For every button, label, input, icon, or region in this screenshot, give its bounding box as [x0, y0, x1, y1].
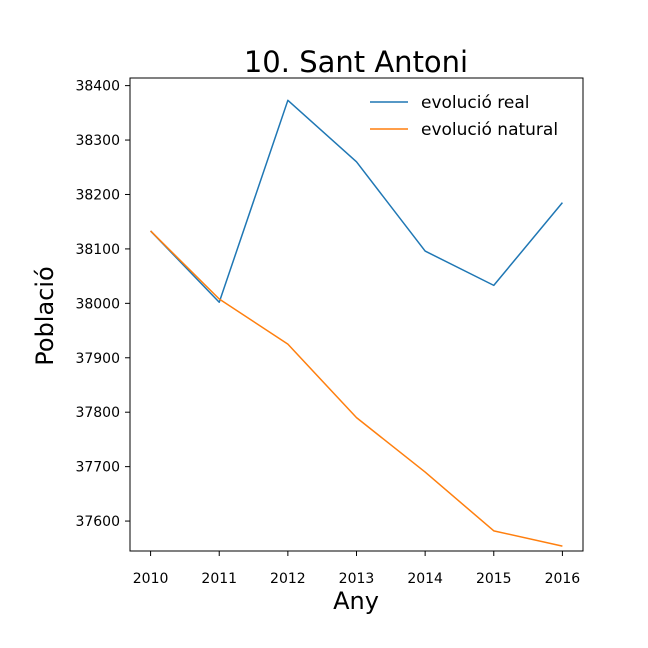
y-tick-label: 38100 [75, 242, 120, 258]
y-axis: 37600 37700 37800 37900 38000 38100 38200 38300… [75, 79, 130, 530]
y-tick-label: 38300 [75, 133, 120, 149]
y-tick-label: 37800 [75, 405, 120, 421]
y-tick-label: 37900 [75, 351, 120, 367]
x-tick-label: 2014 [407, 571, 443, 587]
series-line-2 [150, 230, 563, 547]
y-tick-label: 37600 [75, 514, 120, 530]
plot-marks [150, 99, 563, 547]
legend-label-2: evolució natural [421, 120, 558, 140]
legend: evolució real evolució natural [370, 93, 558, 140]
series-line-1 [150, 99, 563, 303]
x-tick-label: 2012 [270, 571, 306, 587]
x-tick-label: 2013 [339, 571, 375, 587]
x-tick-label: 2016 [545, 571, 581, 587]
y-tick-label: 38000 [75, 296, 120, 312]
x-tick-label: 2010 [133, 571, 169, 587]
chart-title: 10. Sant Antoni [244, 45, 468, 79]
legend-label-1: evolució real [421, 93, 530, 113]
y-axis-label: Població [31, 266, 59, 365]
x-axis: 2010 2011 2012 2013 2014 2015 2016 [133, 551, 581, 587]
y-tick-label: 38200 [75, 187, 120, 203]
y-tick-label: 38400 [75, 79, 120, 95]
x-tick-label: 2011 [201, 571, 237, 587]
y-tick-label: 37700 [75, 460, 120, 476]
x-axis-label: Any [333, 587, 379, 615]
x-tick-label: 2015 [476, 571, 512, 587]
